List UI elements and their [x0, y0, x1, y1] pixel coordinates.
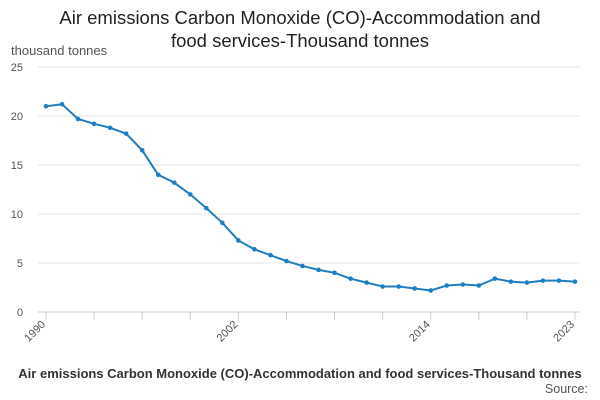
data-point	[139, 148, 145, 153]
data-point	[572, 279, 578, 284]
data-point	[380, 284, 385, 289]
data-point	[332, 270, 337, 276]
chart-title: Air emissions Carbon Monoxide (CO)-Accom…	[0, 6, 600, 52]
data-point	[91, 121, 97, 127]
data-point	[364, 280, 369, 285]
y-tick-label: 0	[17, 307, 23, 319]
x-tick-label: 2023	[551, 319, 577, 345]
data-point	[187, 192, 193, 197]
chart-title-line-1: Air emissions Carbon Monoxide (CO)-Accom…	[59, 7, 541, 28]
data-point	[220, 220, 225, 226]
data-point	[492, 276, 498, 281]
series-layer	[45, 103, 576, 292]
footer-source: Source:	[544, 382, 588, 396]
data-point	[59, 101, 65, 107]
y-tick-label: 15	[11, 160, 23, 172]
data-point	[268, 252, 273, 258]
x-tick-label: 2014	[407, 319, 433, 345]
data-point	[508, 279, 514, 284]
y-tick-label: 5	[17, 258, 23, 270]
series-line	[45, 103, 576, 292]
y-axis-label: thousand tonnes	[11, 43, 108, 58]
data-point	[171, 180, 177, 185]
data-point	[300, 263, 305, 269]
grid-layer	[38, 66, 580, 264]
data-point	[204, 205, 209, 211]
data-point	[236, 238, 241, 243]
data-point	[284, 258, 289, 264]
data-point	[348, 276, 353, 281]
data-point	[107, 125, 113, 131]
data-point	[396, 284, 401, 289]
chart-title-line-2: food services-Thousand tonnes	[170, 30, 430, 51]
data-point	[123, 131, 129, 136]
footer-series-title: Air emissions Carbon Monoxide (CO)-Accom…	[18, 366, 582, 381]
data-point	[524, 280, 530, 285]
x-tick-label: 1990	[22, 319, 48, 345]
data-point	[444, 283, 450, 288]
data-point	[252, 246, 257, 252]
data-point	[75, 116, 81, 122]
x-tick-label: 2002	[215, 319, 241, 345]
axis-layer: 0 5 10 15 20 25 1990 2002 2014 2023	[11, 62, 580, 344]
y-tick-label: 25	[11, 62, 23, 74]
data-point	[540, 278, 546, 283]
data-point	[460, 282, 466, 287]
data-point	[556, 278, 562, 283]
y-tick-label: 10	[11, 209, 23, 221]
data-point	[476, 283, 482, 288]
point-layer	[43, 101, 578, 293]
data-point	[155, 172, 161, 178]
data-point	[43, 103, 49, 109]
data-point	[316, 267, 321, 273]
data-point	[428, 288, 434, 293]
y-tick-label: 20	[11, 111, 23, 123]
data-point	[412, 286, 417, 291]
